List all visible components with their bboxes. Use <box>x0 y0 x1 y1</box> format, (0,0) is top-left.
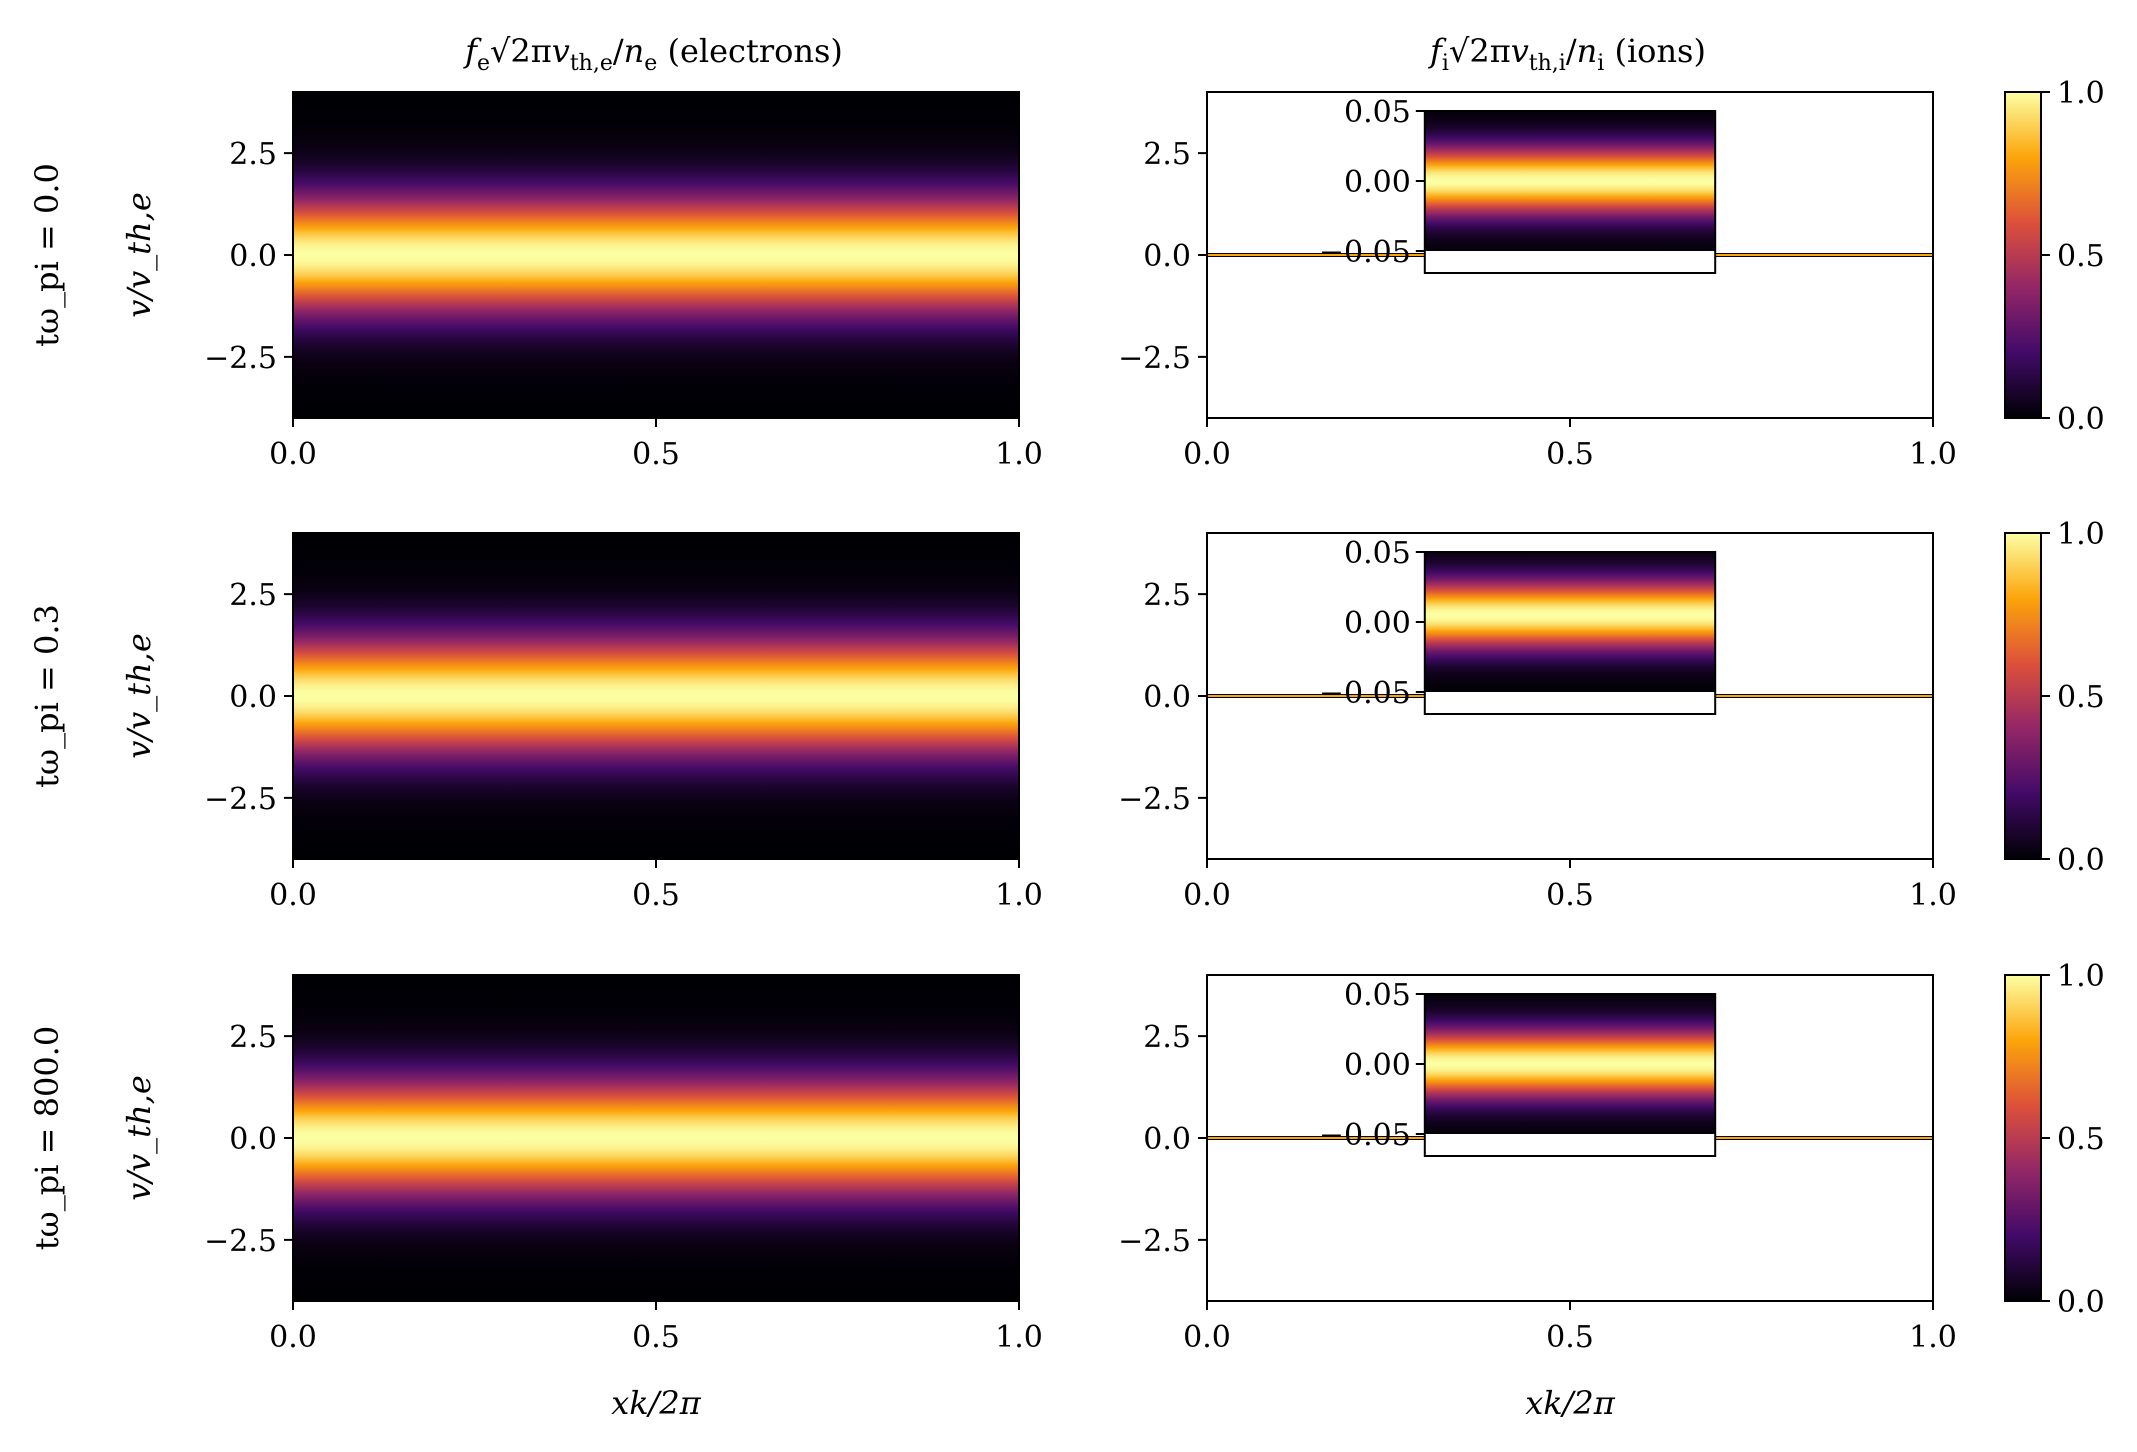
ions-panel-title: fi√2πvth,i/ni (ions) <box>1428 32 1706 76</box>
x-axis-label: xk/2π <box>611 1384 702 1422</box>
colorbar <box>2004 532 2042 860</box>
y-tick-label: 0.0 <box>1143 239 1191 274</box>
x-tick-label: 0.0 <box>269 1320 317 1355</box>
colorbar-row-1: 1.0 0.5 0.0 <box>2004 517 2105 878</box>
x-tick-label: 1.0 <box>1909 1320 1957 1355</box>
ions-heatmap-panel-row-0: 0.0 0.5 1.0 2.5 0.0 −2.5 0.05 0.00 −0.05 <box>1118 91 1957 472</box>
inset-y-tick-label: −0.05 <box>1319 235 1411 270</box>
colorbar-tick-label: 1.0 <box>2057 517 2105 552</box>
colorbar-tick-label: 0.0 <box>2057 402 2105 437</box>
x-tick-label: 1.0 <box>1909 437 1957 472</box>
y-tick-label: 2.5 <box>1143 1020 1191 1055</box>
x-tick-label: 1.0 <box>995 878 1043 913</box>
y-tick-label: −2.5 <box>204 782 277 817</box>
colorbar-tick-label: 1.0 <box>2057 959 2105 994</box>
x-axis-label: xk/2π <box>1525 1384 1616 1422</box>
y-tick-label: 2.5 <box>229 137 277 172</box>
electrons-heatmap-panel-row-0: 0.0 0.5 1.0 2.5 0.0 −2.5 tω_pi = 0.0 v/v_th,e <box>28 91 1043 472</box>
colorbar-tick-label: 1.0 <box>2057 76 2105 111</box>
y-tick-label: −2.5 <box>1118 341 1191 376</box>
x-tick-label: 0.0 <box>269 437 317 472</box>
y-tick-label: 0.0 <box>1143 1122 1191 1157</box>
x-tick-label: 1.0 <box>995 437 1043 472</box>
y-tick-label: 0.0 <box>229 1122 277 1157</box>
inset-y-tick-label: 0.05 <box>1344 978 1411 1013</box>
inset-frame <box>1423 110 1717 274</box>
inset-y-tick-label: −0.05 <box>1319 1118 1411 1153</box>
electrons-panel-title: fe√2πvth,e/ne (electrons) <box>463 32 843 76</box>
y-tick-label: 0.0 <box>229 239 277 274</box>
y-tick-label: 0.0 <box>229 680 277 715</box>
y-tick-label: 0.0 <box>1143 680 1191 715</box>
colorbar-tick-label: 0.5 <box>2057 1122 2105 1157</box>
x-tick-label: 1.0 <box>1909 878 1957 913</box>
colorbar-row-0: 1.0 0.5 0.0 <box>2004 76 2105 437</box>
inset-y-tick-label: 0.05 <box>1344 536 1411 571</box>
colorbar-tick-label: 0.5 <box>2057 680 2105 715</box>
electron-distribution-heatmap <box>293 533 1019 859</box>
ion-inset-heatmap <box>1424 994 1716 1134</box>
electrons-heatmap-panel-row-2: 0.0 0.5 1.0 2.5 0.0 −2.5 tω_pi = 800.0 v/v_th,e… <box>28 974 1043 1422</box>
x-tick-label: 0.5 <box>1546 878 1594 913</box>
x-tick-label: 0.5 <box>632 1320 680 1355</box>
inset-y-tick-label: 0.05 <box>1344 95 1411 130</box>
ions-heatmap-panel-row-2: 0.0 0.5 1.0 2.5 0.0 −2.5 0.05 0.00 −0.05 xk/2π <box>1118 974 1957 1422</box>
y-tick-label: 2.5 <box>229 1020 277 1055</box>
y-tick-label: −2.5 <box>1118 1224 1191 1259</box>
colorbar-tick-label: 0.0 <box>2057 1285 2105 1320</box>
electron-distribution-heatmap <box>293 92 1019 418</box>
inset-frame <box>1423 551 1717 715</box>
x-tick-label: 0.5 <box>1546 437 1594 472</box>
electron-distribution-heatmap <box>293 975 1019 1301</box>
ion-inset-heatmap <box>1424 552 1716 692</box>
inset-y-tick-label: 0.00 <box>1344 165 1411 200</box>
electrons-heatmap-panel-row-1: 0.0 0.5 1.0 2.5 0.0 −2.5 tω_pi = 0.3 v/v_th,e <box>28 532 1043 913</box>
x-tick-label: 0.0 <box>1183 878 1231 913</box>
x-tick-label: 0.0 <box>1183 437 1231 472</box>
y-tick-label: 2.5 <box>1143 137 1191 172</box>
colorbar-tick-label: 0.5 <box>2057 239 2105 274</box>
row-time-label: tω_pi = 0.3 <box>28 604 66 788</box>
y-axis-label: v/v_th,e <box>120 192 158 318</box>
y-tick-label: −2.5 <box>1118 782 1191 817</box>
x-tick-label: 0.5 <box>632 437 680 472</box>
inset-y-tick-label: 0.00 <box>1344 606 1411 641</box>
colorbar-row-2: 1.0 0.5 0.0 <box>2004 959 2105 1320</box>
y-tick-label: 2.5 <box>1143 578 1191 613</box>
y-tick-label: −2.5 <box>204 341 277 376</box>
x-tick-label: 1.0 <box>995 1320 1043 1355</box>
y-axis-label: v/v_th,e <box>120 1075 158 1201</box>
x-tick-label: 0.5 <box>1546 1320 1594 1355</box>
x-tick-label: 0.5 <box>632 878 680 913</box>
y-tick-label: −2.5 <box>204 1224 277 1259</box>
row-time-label: tω_pi = 0.0 <box>28 163 66 347</box>
y-tick-label: 2.5 <box>229 578 277 613</box>
row-time-label: tω_pi = 800.0 <box>28 1026 66 1250</box>
x-tick-label: 0.0 <box>269 878 317 913</box>
ion-inset-heatmap <box>1424 111 1716 251</box>
ions-heatmap-panel-row-1: 0.0 0.5 1.0 2.5 0.0 −2.5 0.05 0.00 −0.05 <box>1118 532 1957 913</box>
inset-y-tick-label: 0.00 <box>1344 1048 1411 1083</box>
inset-y-tick-label: −0.05 <box>1319 676 1411 711</box>
colorbar <box>2004 91 2042 419</box>
y-axis-label: v/v_th,e <box>120 633 158 759</box>
inset-frame <box>1423 993 1717 1157</box>
colorbar <box>2004 974 2042 1302</box>
x-tick-label: 0.0 <box>1183 1320 1231 1355</box>
colorbar-tick-label: 0.0 <box>2057 843 2105 878</box>
